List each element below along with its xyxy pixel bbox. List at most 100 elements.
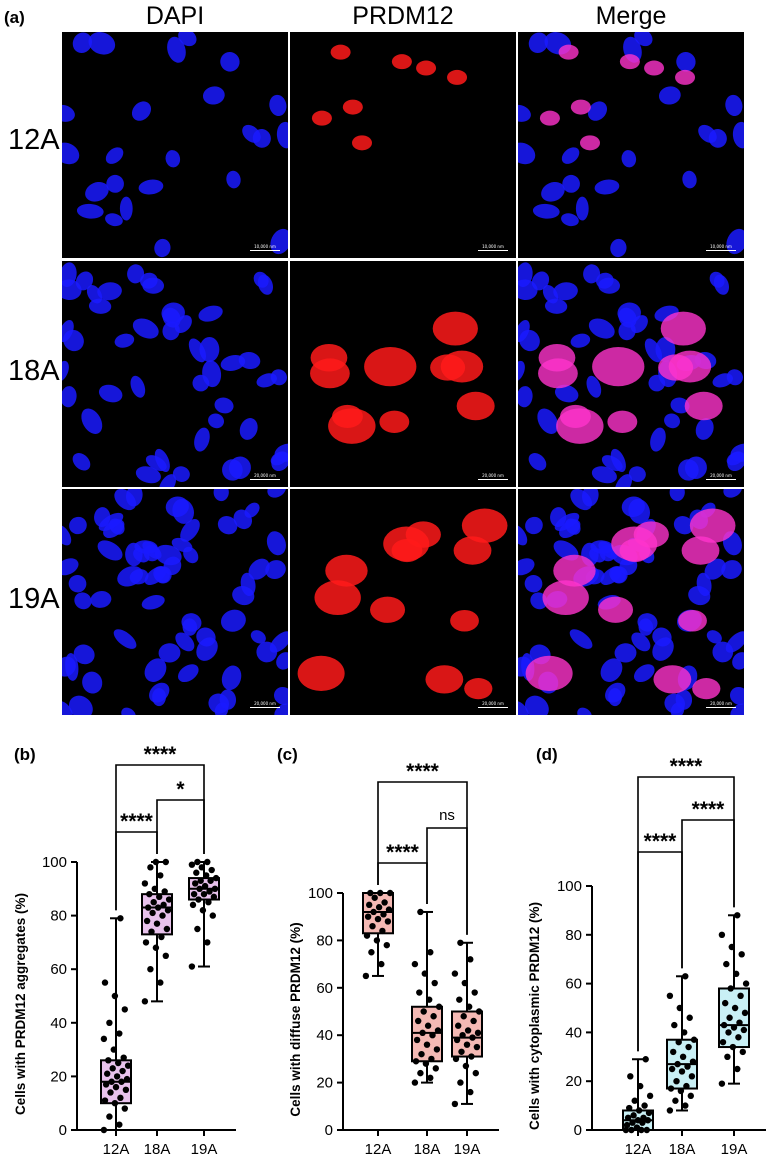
nucleus: [588, 318, 615, 339]
nucleus: [518, 279, 538, 301]
nucleus: [62, 319, 74, 343]
data-point: [683, 1082, 690, 1090]
nucleus: [238, 351, 261, 370]
data-point: [141, 998, 149, 1005]
prdm12-signal: [391, 54, 412, 70]
data-point: [738, 951, 745, 958]
data-point: [457, 939, 464, 946]
data-point: [472, 1069, 479, 1077]
data-point: [668, 1065, 676, 1073]
nucleus: [682, 170, 697, 189]
data-point: [475, 1008, 483, 1015]
nucleus: [97, 540, 123, 561]
data-point: [123, 1075, 131, 1083]
scale-bar-label: 20,000 nm: [254, 701, 276, 706]
data-point: [120, 1054, 127, 1061]
nucleus: [518, 360, 525, 382]
data-point: [624, 1114, 632, 1121]
nucleus: [569, 629, 593, 649]
nucleus: [518, 558, 535, 576]
nucleus: [62, 142, 80, 165]
data-point: [142, 939, 150, 946]
chart-aggregates: (b) 0 20 40 60 80 100 Cells with PRDM12 aggrega…: [13, 743, 236, 1157]
nucleus: [177, 664, 199, 683]
nucleus: [669, 489, 685, 502]
nucleus: [192, 374, 210, 392]
data-point: [143, 917, 151, 925]
prdm12-signal: [314, 580, 361, 616]
data-point: [637, 1082, 644, 1090]
nucleus: [648, 374, 666, 392]
nucleus: [114, 333, 135, 348]
prdm12-signal: [311, 110, 332, 126]
micrograph-19a-merge: 20,000 nm: [518, 489, 744, 715]
nucleus: [633, 664, 655, 683]
nucleus: [675, 689, 693, 710]
nucleus: [208, 413, 225, 429]
column-header-merge: Merge: [595, 2, 667, 30]
data-point: [106, 1113, 113, 1120]
significance-label: ****: [670, 755, 704, 778]
nucleus: [518, 524, 528, 546]
nucleus: [121, 707, 136, 715]
data-point: [466, 1003, 473, 1010]
prdm12-signal: [653, 665, 692, 694]
chart-cytoplasmic: (d) 0 20 40 60 80 100 Cells with cytoplasmic PR…: [527, 745, 766, 1157]
data-point: [411, 960, 419, 968]
column-header-dapi: DAPI: [145, 2, 205, 30]
data-point: [426, 996, 433, 1003]
nucleus: [202, 86, 225, 105]
nucleus: [542, 285, 559, 304]
data-point: [728, 943, 735, 951]
data-point: [149, 909, 156, 917]
data-point: [152, 858, 160, 866]
data-point: [152, 944, 160, 951]
significance-bracket: [426, 827, 468, 935]
data-point: [642, 1056, 649, 1063]
nucleus: [182, 618, 198, 636]
data-point: [193, 869, 200, 876]
significance-label: ****: [144, 743, 178, 766]
data-point: [109, 1065, 116, 1072]
data-point: [153, 920, 161, 927]
data-point: [641, 1102, 648, 1109]
nucleus: [729, 687, 744, 705]
data-point: [740, 1026, 748, 1034]
data-point: [734, 1065, 741, 1073]
data-point: [415, 1017, 422, 1025]
nucleus: [518, 104, 531, 122]
nucleus: [180, 519, 200, 542]
y-axis-label: Cells with diffuse PRDM12 (%): [288, 922, 303, 1116]
data-point: [117, 915, 124, 922]
data-point: [377, 889, 384, 897]
data-point: [147, 966, 154, 973]
prdm12-signal: [405, 521, 441, 548]
data-point: [108, 1078, 115, 1085]
nucleus: [575, 196, 589, 221]
data-point: [458, 1048, 465, 1055]
data-point: [146, 890, 153, 898]
data-point: [682, 1102, 689, 1109]
nucleus: [76, 203, 104, 219]
significance-label: ****: [644, 830, 678, 853]
nucleus: [610, 238, 627, 258]
data-point: [627, 1073, 634, 1080]
data-point: [741, 1009, 749, 1017]
prdm12-signal: [379, 410, 410, 434]
scale-bar-label: 10,000 nm: [710, 244, 732, 249]
nucleus: [644, 338, 663, 363]
nucleus: [213, 489, 229, 502]
nucleus: [518, 319, 530, 343]
data-point: [417, 1069, 424, 1077]
nucleus: [531, 271, 550, 291]
data-point: [672, 1097, 679, 1104]
data-point: [428, 1055, 435, 1063]
data-point: [157, 872, 164, 879]
y-axis-label: Cells with PRDM12 aggregates (%): [13, 893, 28, 1115]
nucleus: [144, 658, 167, 682]
data-point: [116, 1030, 123, 1037]
nucleus: [162, 321, 180, 341]
significance-bracket: [115, 764, 205, 911]
nucleus: [141, 595, 165, 610]
data-point: [473, 1043, 481, 1051]
